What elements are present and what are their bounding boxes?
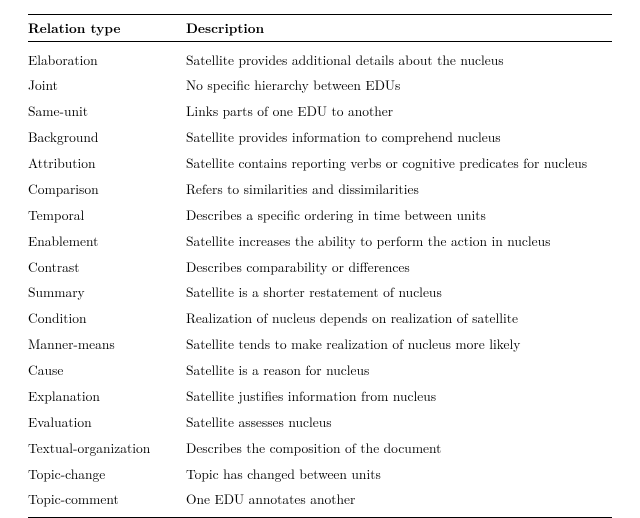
cell-description: Satellite is a reason for nucleus xyxy=(186,357,612,383)
table-row: Topic-changeTopic has changed between un… xyxy=(28,460,612,486)
table-row: BackgroundSatellite provides information… xyxy=(28,124,612,150)
table-row: SummarySatellite is a shorter restatemen… xyxy=(28,279,612,305)
table-row: ExplanationSatellite justifies informati… xyxy=(28,383,612,409)
cell-description: Satellite justifies information from nuc… xyxy=(186,383,612,409)
table-header-row: Relation type Description xyxy=(28,15,612,42)
table-body: ElaborationSatellite provides additional… xyxy=(28,41,612,517)
cell-description: Describes comparability or differences xyxy=(186,253,612,279)
cell-description: Satellite assesses nucleus xyxy=(186,409,612,435)
header-relation-type: Relation type xyxy=(28,15,186,42)
cell-relation-type: Topic-change xyxy=(28,460,186,486)
cell-relation-type: Background xyxy=(28,124,186,150)
table-row: JointNo specific hierarchy between EDUs xyxy=(28,72,612,98)
cell-description: Satellite is a shorter restatement of nu… xyxy=(186,279,612,305)
cell-relation-type: Elaboration xyxy=(28,41,186,72)
table-row: CauseSatellite is a reason for nucleus xyxy=(28,357,612,383)
table-row: EnablementSatellite increases the abilit… xyxy=(28,227,612,253)
cell-description: Describes the composition of the documen… xyxy=(186,434,612,460)
cell-relation-type: Temporal xyxy=(28,202,186,228)
cell-description: One EDU annotates another xyxy=(186,486,612,517)
cell-relation-type: Cause xyxy=(28,357,186,383)
table-row: Manner-meansSatellite tends to make real… xyxy=(28,331,612,357)
header-description: Description xyxy=(186,15,612,42)
cell-description: Topic has changed between units xyxy=(186,460,612,486)
cell-relation-type: Textual-organization xyxy=(28,434,186,460)
cell-description: Satellite provides information to compre… xyxy=(186,124,612,150)
cell-relation-type: Same-unit xyxy=(28,98,186,124)
table-row: Topic-commentOne EDU annotates another xyxy=(28,486,612,517)
table-row: ConditionRealization of nucleus depends … xyxy=(28,305,612,331)
table-row: Textual-organizationDescribes the compos… xyxy=(28,434,612,460)
cell-description: Describes a specific ordering in time be… xyxy=(186,202,612,228)
cell-relation-type: Condition xyxy=(28,305,186,331)
cell-relation-type: Enablement xyxy=(28,227,186,253)
cell-relation-type: Contrast xyxy=(28,253,186,279)
cell-relation-type: Topic-comment xyxy=(28,486,186,517)
table-row: ContrastDescribes comparability or diffe… xyxy=(28,253,612,279)
cell-relation-type: Explanation xyxy=(28,383,186,409)
table-row: ComparisonRefers to similarities and dis… xyxy=(28,176,612,202)
cell-relation-type: Manner-means xyxy=(28,331,186,357)
cell-description: Links parts of one EDU to another xyxy=(186,98,612,124)
cell-description: Realization of nucleus depends on realiz… xyxy=(186,305,612,331)
cell-description: Satellite contains reporting verbs or co… xyxy=(186,150,612,176)
relation-table-container: Relation type Description ElaborationSat… xyxy=(0,0,640,509)
cell-relation-type: Summary xyxy=(28,279,186,305)
table-row: ElaborationSatellite provides additional… xyxy=(28,41,612,72)
cell-relation-type: Comparison xyxy=(28,176,186,202)
cell-description: Satellite tends to make realization of n… xyxy=(186,331,612,357)
table-row: AttributionSatellite contains reporting … xyxy=(28,150,612,176)
table-row: TemporalDescribes a specific ordering in… xyxy=(28,202,612,228)
cell-description: Satellite increases the ability to perfo… xyxy=(186,227,612,253)
cell-relation-type: Joint xyxy=(28,72,186,98)
cell-description: Refers to similarities and dissimilariti… xyxy=(186,176,612,202)
cell-relation-type: Attribution xyxy=(28,150,186,176)
cell-description: No specific hierarchy between EDUs xyxy=(186,72,612,98)
table-row: Same-unitLinks parts of one EDU to anoth… xyxy=(28,98,612,124)
relation-table: Relation type Description ElaborationSat… xyxy=(28,14,612,518)
cell-description: Satellite provides additional details ab… xyxy=(186,41,612,72)
cell-relation-type: Evaluation xyxy=(28,409,186,435)
table-row: EvaluationSatellite assesses nucleus xyxy=(28,409,612,435)
